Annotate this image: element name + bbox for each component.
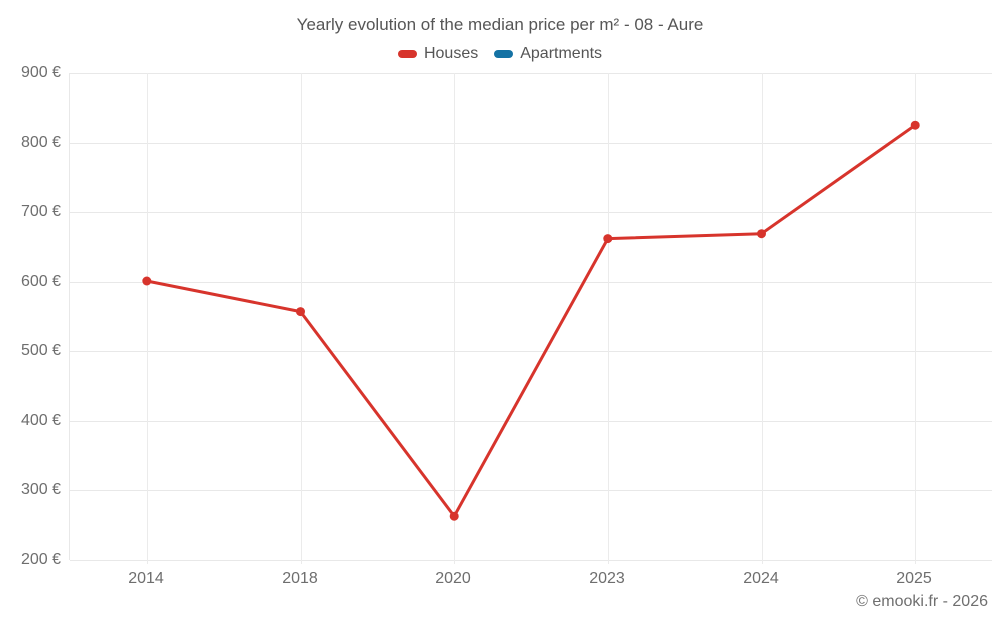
footer-credit: © emooki.fr - 2026 [856,593,988,610]
gridline-horizontal [70,282,992,283]
legend: Houses Apartments [0,45,1000,63]
legend-item-houses[interactable]: Houses [397,45,479,63]
y-axis-label: 500 € [20,342,61,359]
gridline-vertical [915,73,916,564]
gridline-horizontal [70,143,992,144]
chart-title: Yearly evolution of the median price per… [296,15,704,34]
y-axis-label: 800 € [20,134,61,151]
legend-swatch [397,50,417,58]
x-axis-label: 2023 [589,570,625,587]
gridline-vertical [608,73,609,564]
gridline-horizontal [70,351,992,352]
grid-layer [70,73,992,564]
legend-label: Houses [423,45,479,62]
y-axis-label: 600 € [20,273,61,290]
gridline-vertical [147,73,148,564]
legend-item-apartments[interactable]: Apartments [494,45,602,63]
legend-swatch [494,50,514,58]
gridline-horizontal [70,560,992,561]
gridline-horizontal [70,421,992,422]
data-point-houses[interactable] [757,229,766,239]
legend-label: Apartments [520,45,603,62]
data-point-houses[interactable] [449,511,459,521]
x-axis-label: 2014 [128,570,164,587]
y-axis-label: 400 € [20,412,61,429]
line-series-houses [145,123,917,518]
data-point-houses[interactable] [142,276,152,286]
x-axis-label: 2020 [435,570,471,587]
y-axis-label: 300 € [20,481,61,498]
data-point-houses[interactable] [910,120,920,130]
x-axis-label: 2025 [896,570,932,587]
y-axis-label: 700 € [20,203,61,220]
x-axis-label: 2024 [743,570,779,587]
gridline-horizontal [70,490,992,491]
gridline-horizontal [70,73,992,74]
data-point-houses[interactable] [296,307,305,317]
series-layer [142,120,920,521]
gridline-vertical [454,73,455,564]
y-axis-label: 900 € [20,64,61,81]
plot-area [69,73,992,564]
data-point-houses[interactable] [603,234,613,244]
gridline-vertical [301,73,302,564]
y-axis-label: 200 € [20,551,61,568]
gridline-vertical [762,73,763,564]
x-axis-label: 2018 [282,570,318,587]
gridline-horizontal [70,212,992,213]
